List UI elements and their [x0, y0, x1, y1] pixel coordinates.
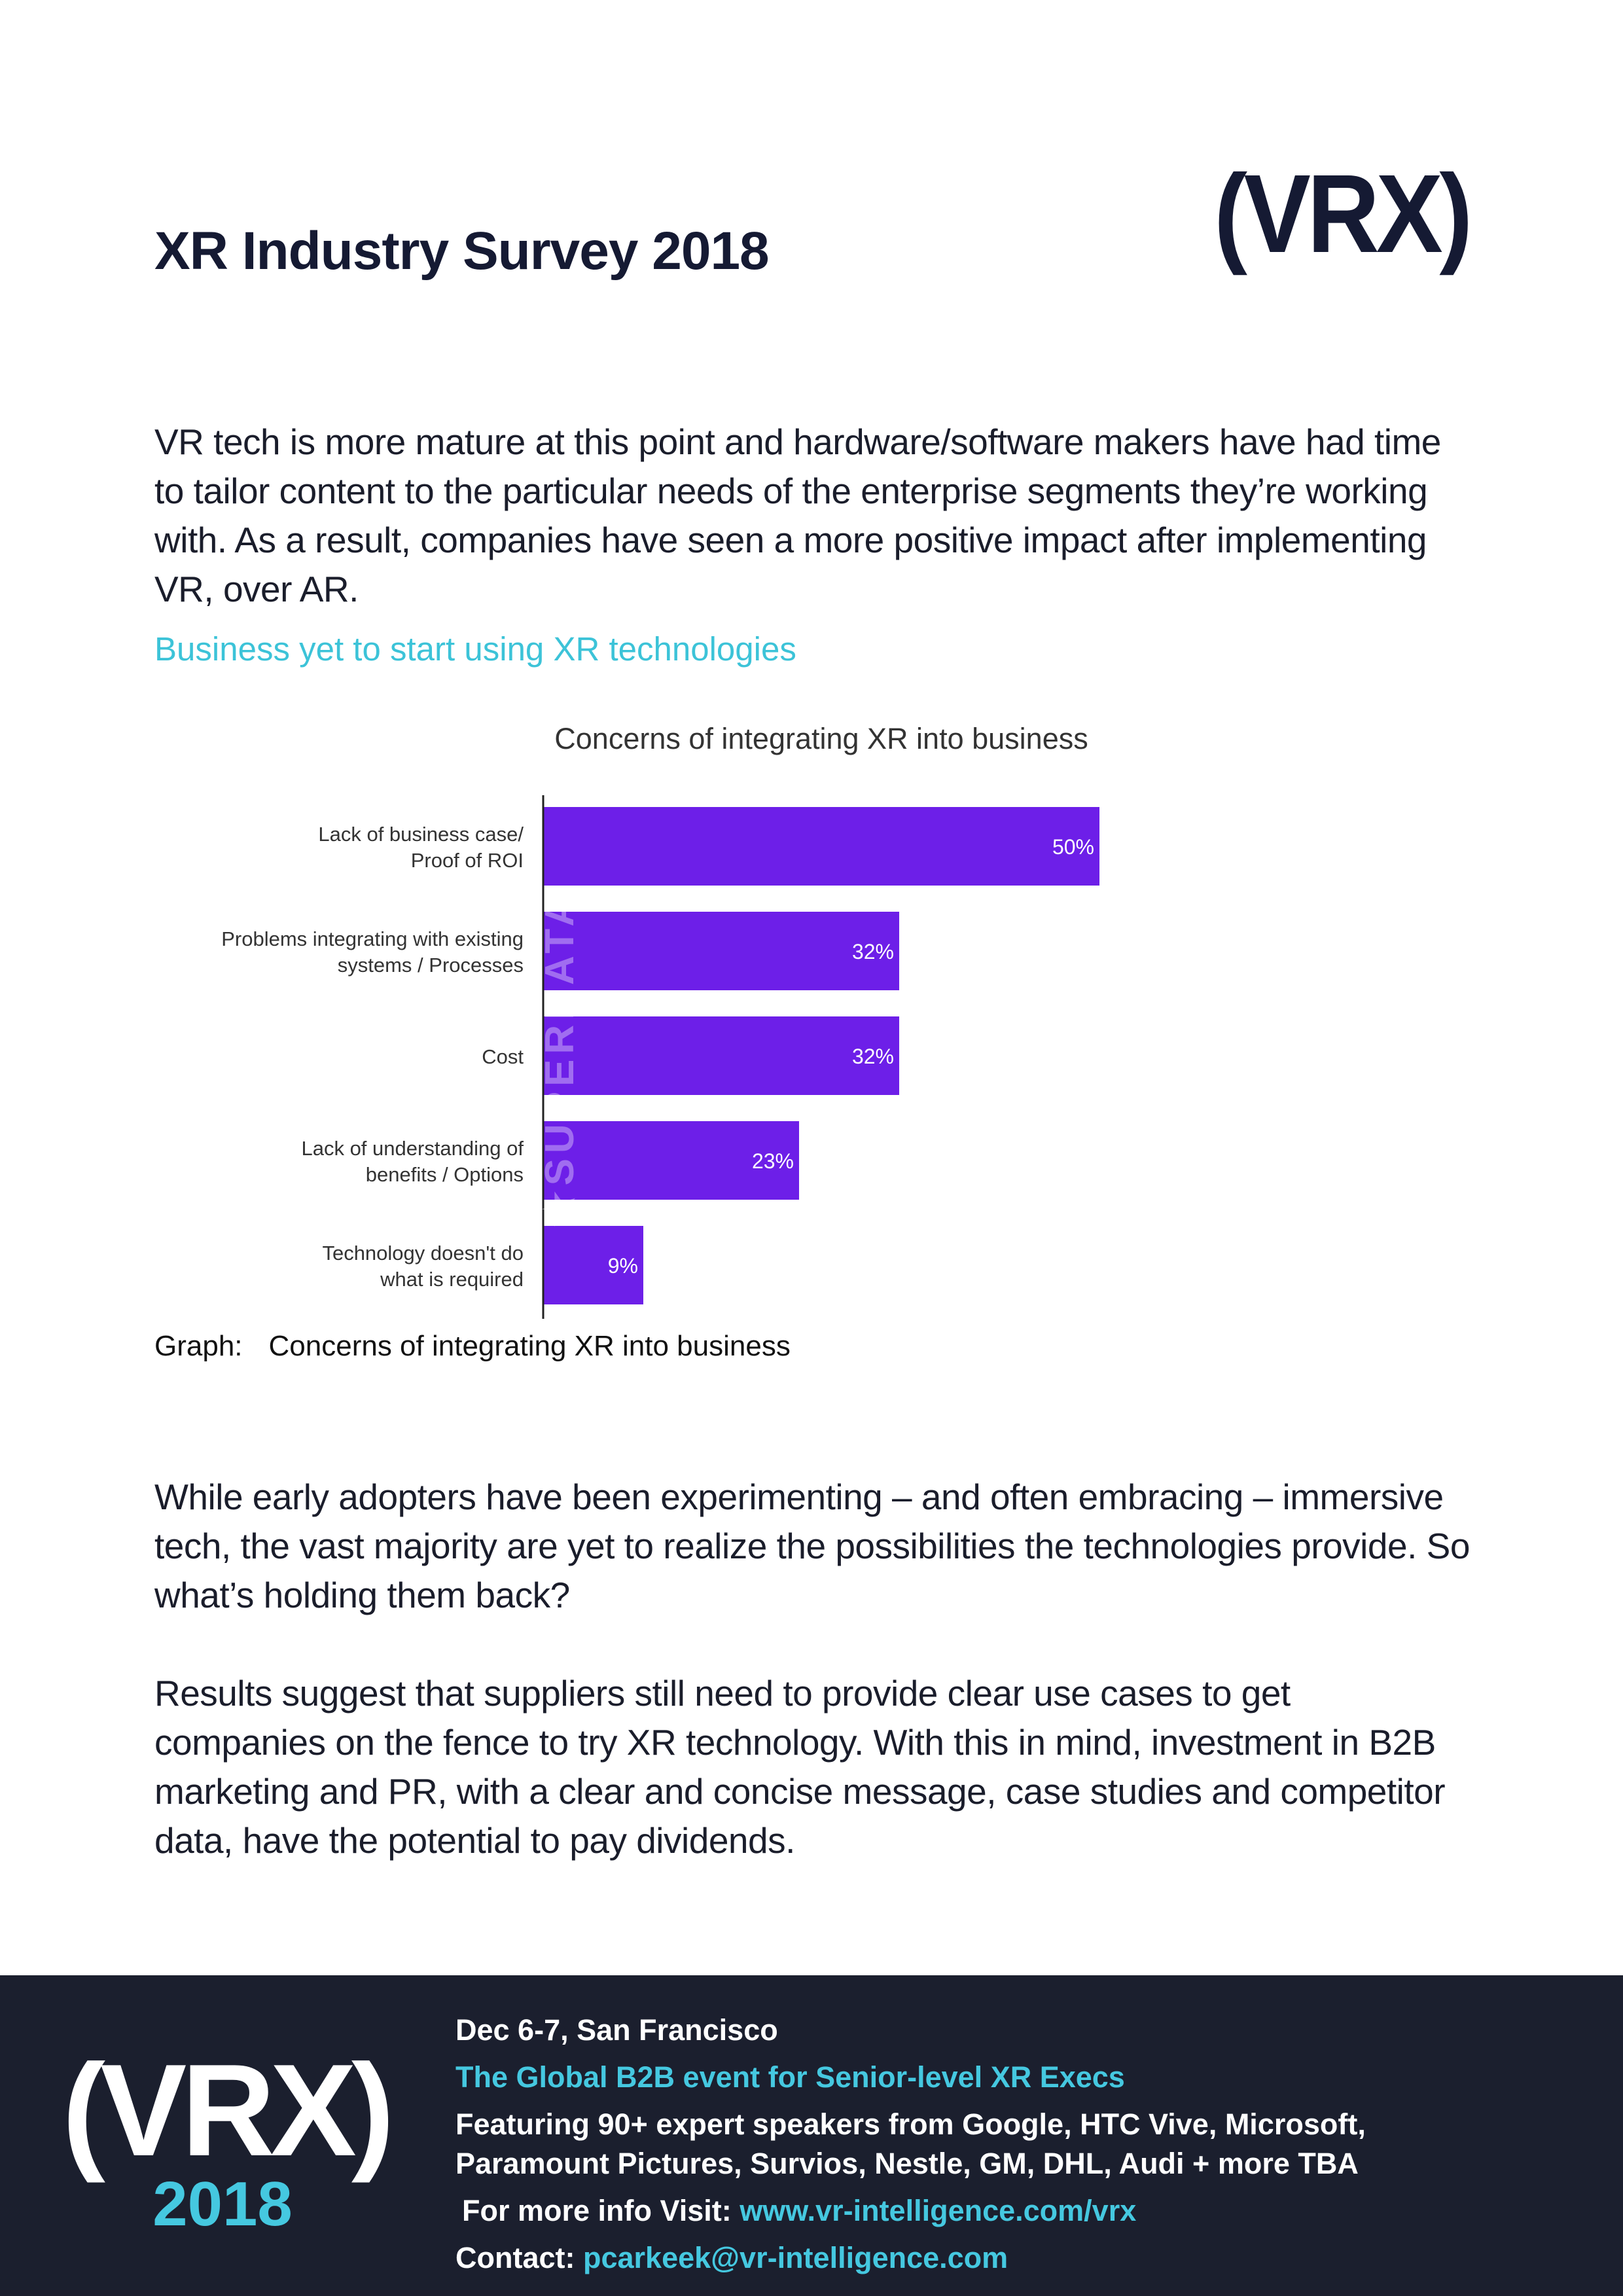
bar-value-label: 32% — [852, 940, 894, 963]
page-title: XR Industry Survey 2018 — [154, 221, 770, 281]
bar — [543, 1016, 899, 1095]
caption-text: Concerns of integrating XR into business — [268, 1330, 791, 1362]
bar-value-label: 23% — [752, 1149, 794, 1173]
category-label: what is required — [380, 1268, 524, 1291]
more-info: For more info Visit: www.vr-intelligence… — [462, 2194, 1136, 2228]
category-label: benefits / Options — [366, 1163, 524, 1186]
event-footer: (VRX) 2018 Dec 6-7, San Francisco The Gl… — [0, 1975, 1623, 2296]
bar — [543, 1121, 799, 1200]
event-tagline: The Global B2B event for Senior-level XR… — [455, 2060, 1125, 2094]
contact: Contact: pcarkeek@vr-intelligence.com — [455, 2241, 1008, 2275]
bar-value-label: 9% — [608, 1254, 638, 1278]
contact-email-link[interactable]: pcarkeek@vr-intelligence.com — [583, 2241, 1008, 2274]
contact-label: Contact: — [455, 2241, 575, 2274]
bar-chart: 50% Lack of business case/Proof of ROI 32%… — [221, 795, 1099, 1319]
category-label: Technology doesn't do — [322, 1242, 524, 1265]
section-heading: Business yet to start using XR technolog… — [154, 630, 796, 668]
bar — [543, 807, 1099, 886]
body-paragraph-2: While early adopters have been experimen… — [154, 1477, 1470, 1615]
category-label: Cost — [482, 1045, 524, 1068]
bar — [543, 1226, 643, 1304]
category-label: Lack of business case/ — [318, 823, 524, 846]
category-label: systems / Processes — [338, 954, 524, 977]
chart-title: Concerns of integrating XR into business — [554, 722, 1088, 755]
category-label: Proof of ROI — [411, 849, 524, 872]
body-paragraph-3: Results suggest that suppliers still nee… — [154, 1673, 1446, 1861]
featuring-line-1: Featuring 90+ expert speakers from Googl… — [455, 2108, 1366, 2141]
graph-caption: Graph: Concerns of integrating XR into bu… — [154, 1330, 791, 1363]
bar-value-label: 32% — [852, 1045, 894, 1068]
footer-logo-year: 2018 — [152, 2169, 293, 2237]
caption-label: Graph: — [154, 1330, 243, 1362]
category-label: Lack of understanding of — [301, 1137, 524, 1160]
intro-paragraph: VR tech is more mature at this point and… — [154, 422, 1441, 609]
featuring-line-2: Paramount Pictures, Survios, Nestle, GM,… — [455, 2147, 1359, 2180]
footer-logo-text: (VRX) — [62, 2041, 389, 2183]
vrx-2018-logo: (VRX) 2018 — [62, 2041, 393, 2237]
category-label: Problems integrating with existing — [221, 927, 524, 950]
watermark: ★SUPERDATA — [537, 892, 582, 1227]
bar-value-label: 50% — [1052, 835, 1094, 859]
vrx-logo-text: (VRX) — [1214, 152, 1469, 276]
website-link[interactable]: www.vr-intelligence.com/vrx — [740, 2194, 1137, 2227]
vrx-logo: (VRX) — [1214, 152, 1472, 276]
more-info-label: For more info Visit: — [462, 2194, 732, 2227]
bar — [543, 912, 899, 990]
event-date-location: Dec 6-7, San Francisco — [455, 2013, 778, 2047]
